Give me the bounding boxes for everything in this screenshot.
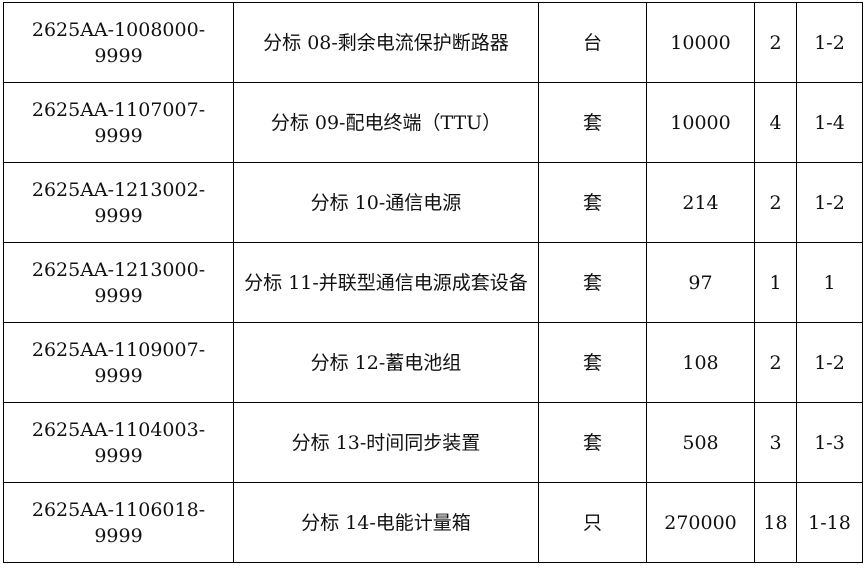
cell-count: 2 xyxy=(754,162,797,243)
cell-unit: 台 xyxy=(538,2,647,83)
cell-count: 3 xyxy=(754,402,797,483)
cell-code: 2625AA-1008000-9999 xyxy=(3,2,234,83)
cell-name: 分标 08-剩余电流保护断路器 xyxy=(233,2,539,83)
cell-name: 分标 09-配电终端（TTU） xyxy=(233,82,539,163)
cell-code: 2625AA-1106018-9999 xyxy=(3,482,234,563)
cell-count: 1 xyxy=(754,242,797,323)
cell-qty: 10000 xyxy=(646,82,755,163)
cell-range: 1-18 xyxy=(796,482,863,563)
cell-count: 2 xyxy=(754,2,797,83)
cell-range: 1-4 xyxy=(796,82,863,163)
cell-count: 4 xyxy=(754,82,797,163)
cell-range: 1-2 xyxy=(796,322,863,403)
cell-unit: 套 xyxy=(538,82,647,163)
table-row: 2625AA-1213002-9999 分标 10-通信电源套 214 2 1-2 xyxy=(3,162,863,243)
cell-code: 2625AA-1104003-9999 xyxy=(3,402,234,483)
cell-code: 2625AA-1213000-9999 xyxy=(3,242,234,323)
cell-name: 分标 14-电能计量箱 xyxy=(233,482,539,563)
cell-qty: 508 xyxy=(646,402,755,483)
cell-qty: 214 xyxy=(646,162,755,243)
table-row: 2625AA-1104003-9999 分标 13-时间同步装置套 508 3 1-3 xyxy=(3,402,863,483)
cell-name: 分标 12-蓄电池组 xyxy=(233,322,539,403)
cell-range: 1-2 xyxy=(796,162,863,243)
cell-unit: 套 xyxy=(538,162,647,243)
cell-range: 1-3 xyxy=(796,402,863,483)
cell-unit: 套 xyxy=(538,322,647,403)
cell-name: 分标 11-并联型通信电源成套设备 xyxy=(233,242,539,323)
cell-code: 2625AA-1107007-9999 xyxy=(3,82,234,163)
cell-qty: 270000 xyxy=(646,482,755,563)
cell-unit: 只 xyxy=(538,482,647,563)
cell-code: 2625AA-1109007-9999 xyxy=(3,322,234,403)
cell-name: 分标 10-通信电源 xyxy=(233,162,539,243)
cell-count: 2 xyxy=(754,322,797,403)
cell-qty: 97 xyxy=(646,242,755,323)
table-row: 2625AA-1008000-9999 分标 08-剩余电流保护断路器台 10000… xyxy=(3,2,863,83)
cell-qty: 10000 xyxy=(646,2,755,83)
cell-range: 1 xyxy=(796,242,863,323)
table-row: 2625AA-1106018-9999 分标 14-电能计量箱只 270000 18 1… xyxy=(3,482,863,563)
cell-code: 2625AA-1213002-9999 xyxy=(3,162,234,243)
cell-name: 分标 13-时间同步装置 xyxy=(233,402,539,483)
table-row: 2625AA-1213000-9999 分标 11-并联型通信电源成套设备套 97 1… xyxy=(3,242,863,323)
table-row: 2625AA-1109007-9999 分标 12-蓄电池组套 108 2 1-2 xyxy=(3,322,863,403)
table-row: 2625AA-1107007-9999 分标 09-配电终端（TTU）套 10000… xyxy=(3,82,863,163)
lot-table: 2625AA-1008000-9999 分标 08-剩余电流保护断路器台 10000… xyxy=(3,2,863,563)
cell-range: 1-2 xyxy=(796,2,863,83)
cell-count: 18 xyxy=(754,482,797,563)
cell-unit: 套 xyxy=(538,242,647,323)
cell-qty: 108 xyxy=(646,322,755,403)
cell-unit: 套 xyxy=(538,402,647,483)
